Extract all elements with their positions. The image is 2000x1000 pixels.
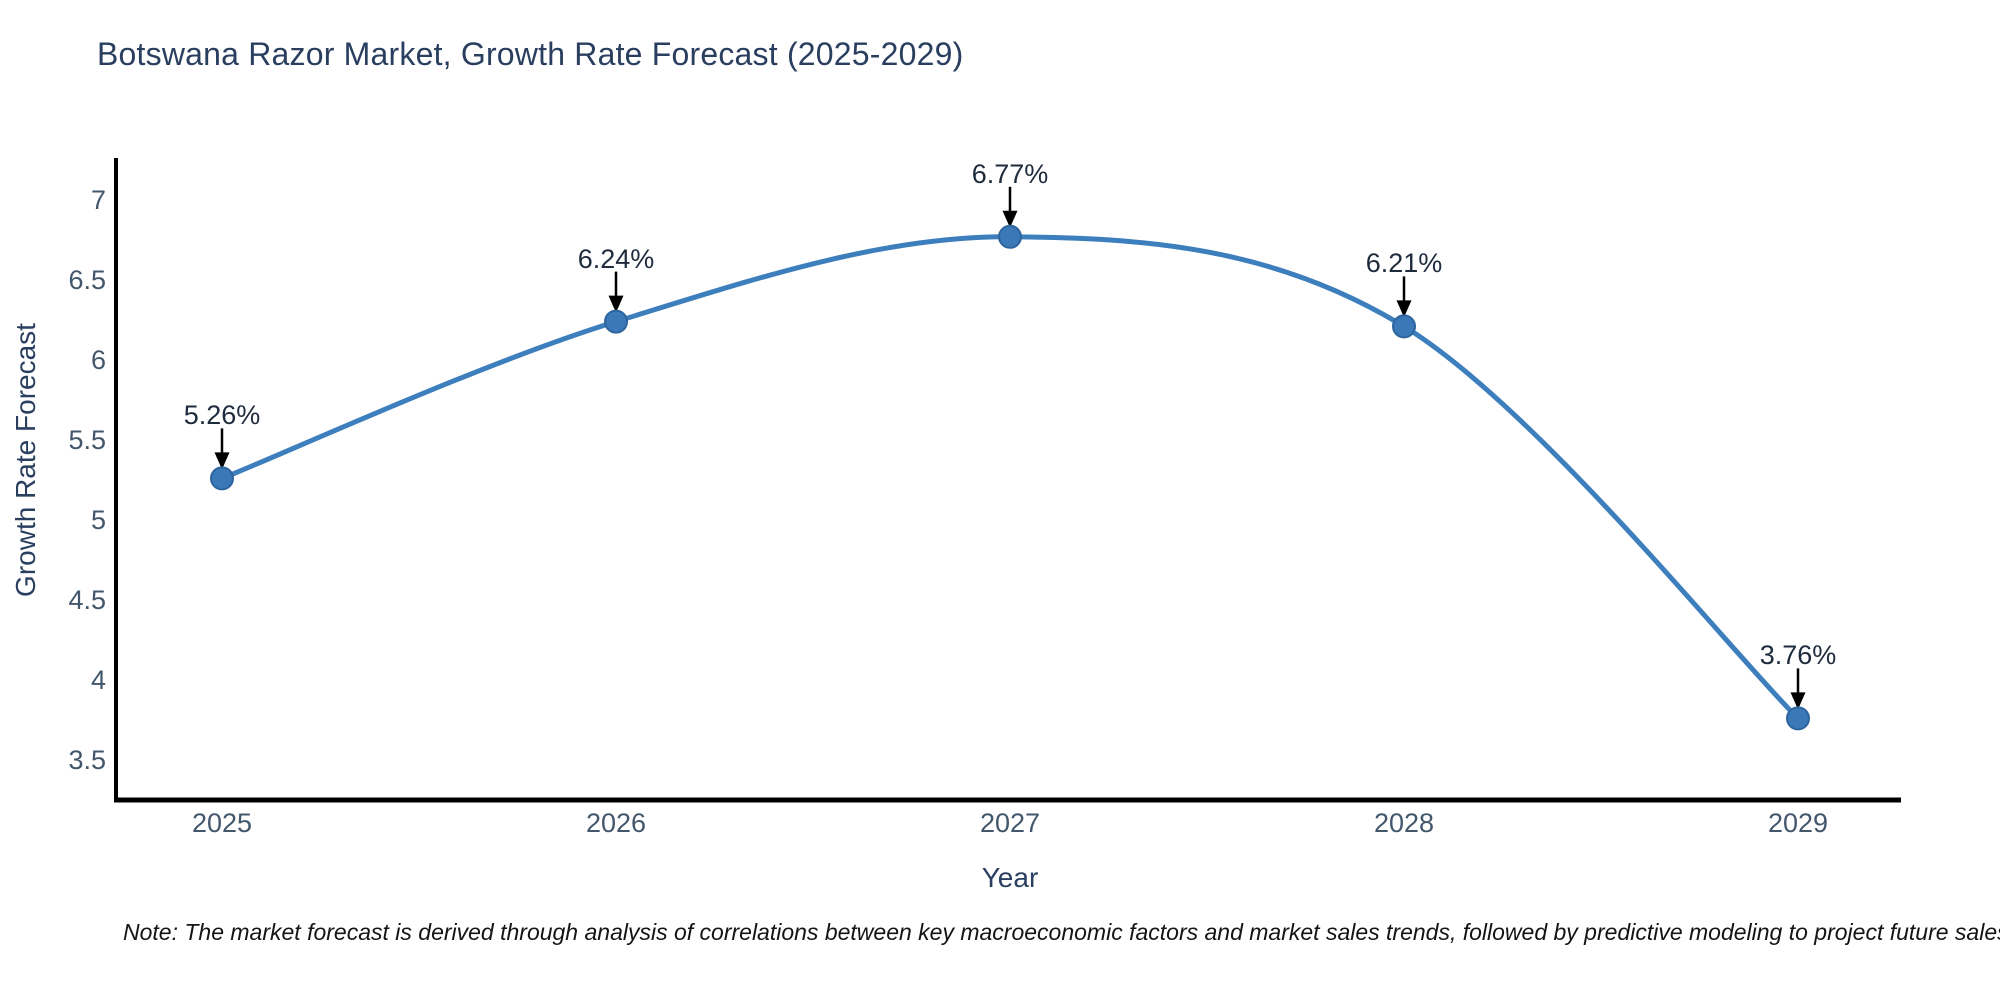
point-annotation: 6.24% (577, 244, 655, 274)
data-point-marker (998, 224, 1022, 249)
point-annotation: 5.26% (183, 400, 261, 430)
data-point-marker (1786, 706, 1810, 731)
ytick-label: 6 (90, 345, 106, 375)
annotation-arrowhead (1002, 210, 1018, 228)
ytick-label: 3.5 (68, 745, 106, 775)
annotation-arrowhead (214, 452, 230, 470)
chart-title: Botswana Razor Market, Growth Rate Forec… (97, 36, 964, 72)
xtick-label: 2028 (1373, 808, 1435, 838)
point-annotation: 6.77% (971, 159, 1049, 189)
xtick-label: 2025 (191, 808, 253, 838)
xtick-label: 2027 (979, 808, 1041, 838)
ytick-label: 5 (90, 505, 106, 535)
data-point-marker (604, 309, 628, 334)
data-point-marker (210, 466, 234, 491)
y-axis-title: Growth Rate Forecast (10, 323, 41, 597)
ytick-label: 6.5 (68, 265, 106, 295)
footnote: Note: The market forecast is derived thr… (123, 919, 2000, 945)
point-annotation: 3.76% (1759, 640, 1837, 670)
annotation-arrowhead (1790, 692, 1806, 710)
x-axis-title: Year (981, 862, 1039, 893)
xtick-label: 2029 (1767, 808, 1829, 838)
line-series (219, 234, 1801, 721)
xtick-label: 2026 (585, 808, 647, 838)
ytick-label: 4.5 (68, 585, 106, 615)
ytick-label: 4 (90, 665, 106, 695)
data-point-marker (1392, 314, 1416, 339)
point-annotation: 6.21% (1365, 248, 1443, 278)
annotation-arrowhead (1396, 300, 1412, 318)
ytick-label: 7 (90, 185, 106, 215)
ytick-label: 5.5 (68, 425, 106, 455)
annotation-arrowhead (608, 295, 624, 313)
